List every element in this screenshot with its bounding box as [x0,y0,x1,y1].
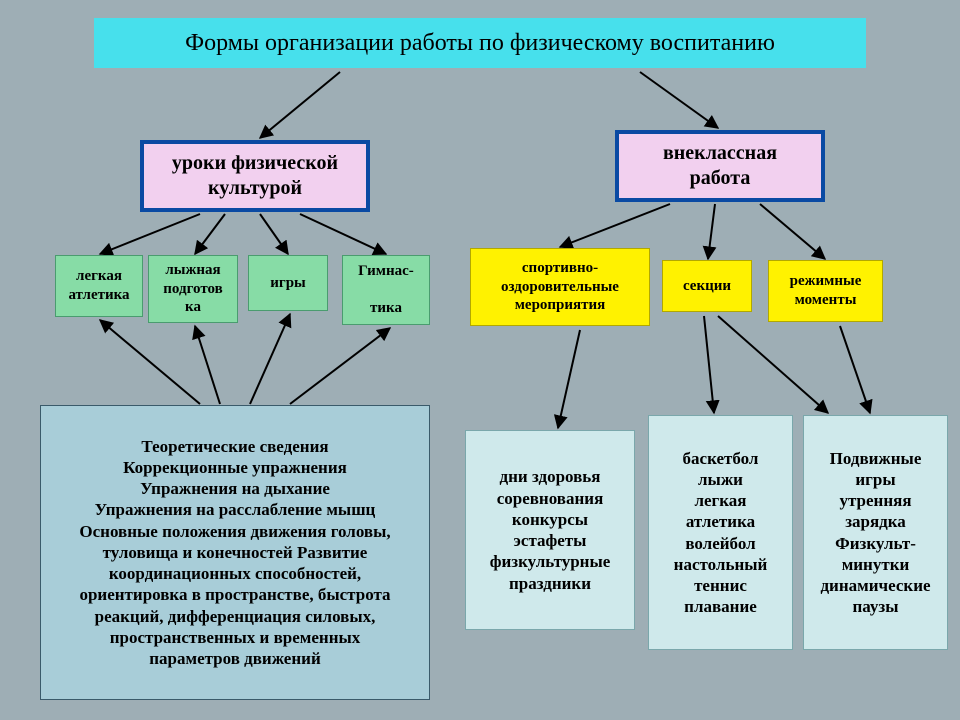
theory-text: Теоретические сведения Коррекционные упр… [79,436,390,670]
ski-text: лыжная подготов ка [163,261,222,317]
node-events: спортивно- оздоровительные мероприятия [470,248,650,326]
regime-text: режимные моменты [790,272,862,310]
node-games: игры [248,255,328,311]
node-ski: лыжная подготов ка [148,255,238,323]
node-athletics: легкая атлетика [55,255,143,317]
node-regime: режимные моменты [768,260,883,322]
node-extracurricular: внеклассная работа [615,130,825,202]
sports-list-text: баскетбол лыжи легкая атлетика волейбол … [674,448,768,618]
extra-text: внеклассная работа [663,141,777,191]
node-active-games: Подвижные игры утренняя зарядка Физкульт… [803,415,948,650]
active-games-text: Подвижные игры утренняя зарядка Физкульт… [820,448,930,618]
games-text: игры [270,274,306,293]
gym-text: Гимнас- тика [358,262,414,318]
node-health-days: дни здоровья соревнования конкурсы эстаф… [465,430,635,630]
events-text: спортивно- оздоровительные мероприятия [501,259,619,315]
title-box: Формы организации работы по физическому … [94,18,866,68]
node-gymnastics: Гимнас- тика [342,255,430,325]
athletics-text: легкая атлетика [68,267,129,305]
node-theory: Теоретические сведения Коррекционные упр… [40,405,430,700]
title-text: Формы организации работы по физическому … [185,28,775,58]
node-sports-list: баскетбол лыжи легкая атлетика волейбол … [648,415,793,650]
node-sections: секции [662,260,752,312]
lessons-text: уроки физической культурой [172,151,338,201]
health-days-text: дни здоровья соревнования конкурсы эстаф… [490,466,611,594]
sections-text: секции [683,277,731,296]
node-lessons: уроки физической культурой [140,140,370,212]
